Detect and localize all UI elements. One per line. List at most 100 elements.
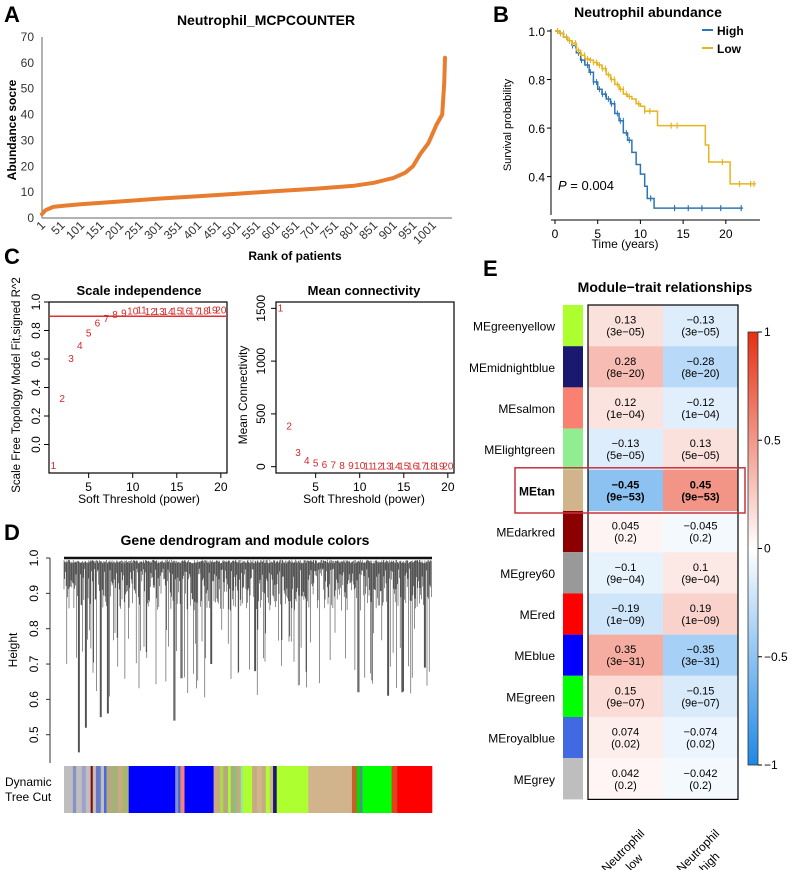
power-label: 4 <box>304 456 310 467</box>
row-label: MEsalmon <box>498 402 555 416</box>
module-color-segment <box>240 766 244 813</box>
x-tick-label: 20 <box>719 227 733 241</box>
cell-p-value: (9e−53) <box>606 491 645 503</box>
y-tick-label: 50 <box>21 82 35 96</box>
power-label: 9 <box>121 308 127 319</box>
power-label: 16 <box>180 306 192 317</box>
panel-letter-d: D <box>4 520 20 545</box>
power-label: 17 <box>416 461 428 472</box>
power-label: 6 <box>322 460 328 471</box>
module-color-segment <box>106 766 113 813</box>
heatmap-cell <box>588 552 663 594</box>
module-color-segment <box>243 766 253 813</box>
cell-value: 0.28 <box>615 356 636 368</box>
module-color-segment <box>111 766 119 813</box>
module-color-swatch <box>563 717 583 759</box>
power-label: 2 <box>59 394 65 405</box>
panel-b-xlabel: Time (years) <box>592 237 659 251</box>
row-label: MEmidnightblue <box>469 361 555 375</box>
y-tick-label: 60 <box>21 56 35 70</box>
power-label: 20 <box>215 306 227 317</box>
heatmap-cell <box>588 675 663 717</box>
panel-c-scale-independence: Scale independence Soft Threshold (power… <box>11 277 228 506</box>
power-label: 14 <box>389 461 401 472</box>
module-color-segment <box>256 766 263 813</box>
heatmap-cell <box>663 758 738 800</box>
module-color-segment <box>104 766 107 813</box>
heatmap-cell <box>588 634 663 676</box>
power-label: 10 <box>354 461 366 472</box>
module-color-segment <box>175 766 179 813</box>
y-tick-label: 1000 <box>254 347 268 374</box>
panel-c-mean-connectivity: Mean connectivity Soft Threshold (power)… <box>236 283 455 506</box>
heatmap-frame <box>587 304 739 800</box>
y-tick-label: 0.7 <box>27 655 41 672</box>
row-label: MEdarkred <box>496 526 555 540</box>
y-tick-label: 0 <box>27 211 34 225</box>
plot-frame <box>275 301 455 474</box>
y-tick-label: 20 <box>21 159 35 173</box>
power-label: 3 <box>68 354 74 365</box>
power-label: 12 <box>145 307 157 318</box>
y-tick-label: 0.0 <box>29 436 43 453</box>
power-label: 7 <box>103 314 109 325</box>
y-tick-label: 1.0 <box>27 549 41 566</box>
dendrogram-branches <box>63 559 432 753</box>
module-color-segment <box>213 766 221 813</box>
x-tick-label: 15 <box>397 480 411 494</box>
heatmap-cell <box>663 593 738 635</box>
module-color-segment <box>362 766 392 813</box>
power-label: 10 <box>127 306 139 317</box>
cell-p-value: (9e−04) <box>606 574 644 586</box>
cell-p-value: (5e−05) <box>606 450 644 462</box>
heatmap-cell <box>588 305 663 347</box>
module-color-segment <box>356 766 361 813</box>
panel-c1-xlabel: Soft Threshold (power) <box>78 492 200 506</box>
panel-a-ylabel: Abundance socre <box>5 79 19 180</box>
heatmap-cell <box>588 511 663 553</box>
y-tick-label: 1.0 <box>29 293 43 310</box>
module-color-segment <box>397 766 433 813</box>
cell-p-value: (9e−07) <box>681 697 719 709</box>
power-label: 15 <box>398 461 410 472</box>
panel-a-title: Neutrophil_MCPCOUNTER <box>177 12 355 28</box>
power-label: 18 <box>198 306 210 317</box>
module-color-segment <box>351 766 358 813</box>
module-color-segment <box>220 766 224 813</box>
module-color-segment <box>95 766 102 813</box>
survival-curve-high <box>555 30 743 209</box>
cell-p-value: (8e−20) <box>681 368 719 380</box>
cell-p-value: (0.2) <box>689 533 712 545</box>
p-symbol: P <box>558 178 567 193</box>
module-color-segment <box>180 766 185 813</box>
module-color-segment <box>64 766 74 813</box>
power-label: 7 <box>330 461 336 472</box>
x-tick-label: 10 <box>126 480 140 494</box>
colorbar-tick-label: 1 <box>764 325 771 339</box>
y-tick-label: 0.2 <box>29 407 43 424</box>
panel-b-title: Neutrophil abundance <box>574 4 722 20</box>
power-label: 4 <box>77 341 83 352</box>
y-tick-label: 0.8 <box>528 74 545 88</box>
panel-letter-e: E <box>483 256 498 281</box>
module-color-segment <box>81 766 87 813</box>
power-label: 8 <box>112 310 118 321</box>
power-label: 8 <box>339 461 345 472</box>
cell-value: 0.045 <box>612 521 640 533</box>
module-color-segment <box>72 766 77 813</box>
cell-p-value: (3e−31) <box>681 656 719 668</box>
panel-d-ylabel: Height <box>6 632 20 667</box>
cell-value: 0.35 <box>615 644 636 656</box>
y-tick-label: 500 <box>254 404 268 424</box>
module-color-swatch <box>563 428 583 470</box>
cell-value: −0.13 <box>687 315 715 327</box>
y-tick-label: 1.0 <box>528 25 545 39</box>
cell-value: 0.45 <box>690 479 711 491</box>
module-color-swatch <box>563 593 583 635</box>
cell-p-value: (3e−05) <box>606 327 644 339</box>
x-tick-label: 10 <box>353 480 367 494</box>
heatmap-cell <box>663 552 738 594</box>
cell-value: 0.15 <box>615 685 636 697</box>
module-color-segment <box>234 766 237 813</box>
power-label: 17 <box>189 306 201 317</box>
